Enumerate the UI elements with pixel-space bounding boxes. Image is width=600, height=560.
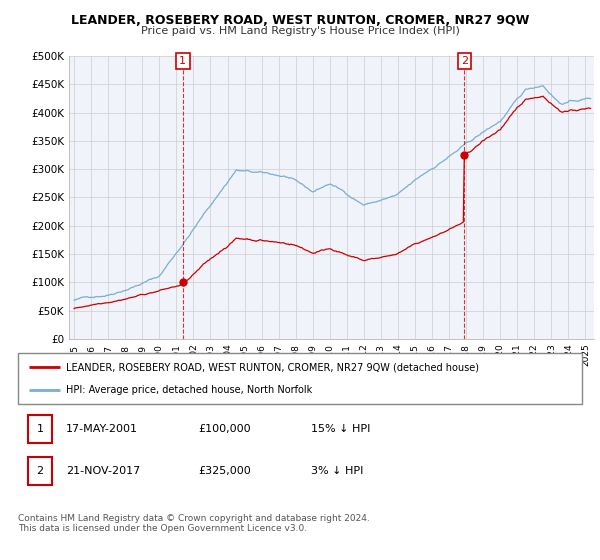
Text: 3% ↓ HPI: 3% ↓ HPI (311, 466, 364, 476)
Text: £100,000: £100,000 (199, 424, 251, 434)
Text: £325,000: £325,000 (199, 466, 251, 476)
Text: 2: 2 (461, 56, 468, 66)
Text: LEANDER, ROSEBERY ROAD, WEST RUNTON, CROMER, NR27 9QW: LEANDER, ROSEBERY ROAD, WEST RUNTON, CRO… (71, 14, 529, 27)
Text: Price paid vs. HM Land Registry's House Price Index (HPI): Price paid vs. HM Land Registry's House … (140, 26, 460, 36)
FancyBboxPatch shape (18, 353, 582, 404)
Text: 2: 2 (37, 466, 44, 476)
FancyBboxPatch shape (28, 456, 52, 485)
Text: HPI: Average price, detached house, North Norfolk: HPI: Average price, detached house, Nort… (66, 385, 312, 395)
Text: 21-NOV-2017: 21-NOV-2017 (66, 466, 140, 476)
Text: 1: 1 (179, 56, 186, 66)
Text: 15% ↓ HPI: 15% ↓ HPI (311, 424, 371, 434)
FancyBboxPatch shape (28, 415, 52, 444)
Text: 1: 1 (37, 424, 43, 434)
Text: LEANDER, ROSEBERY ROAD, WEST RUNTON, CROMER, NR27 9QW (detached house): LEANDER, ROSEBERY ROAD, WEST RUNTON, CRO… (66, 362, 479, 372)
Text: Contains HM Land Registry data © Crown copyright and database right 2024.
This d: Contains HM Land Registry data © Crown c… (18, 514, 370, 534)
Text: 17-MAY-2001: 17-MAY-2001 (66, 424, 138, 434)
